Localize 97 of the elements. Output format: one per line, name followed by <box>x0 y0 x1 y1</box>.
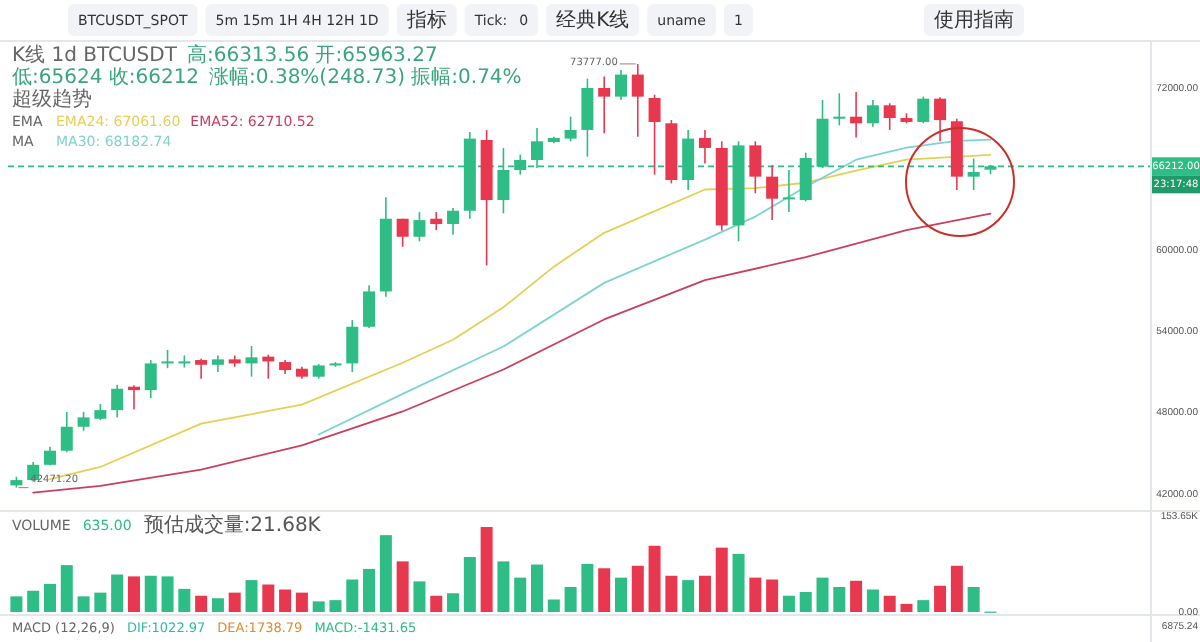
annotation: K线 1d BTCUSDT <box>12 43 179 68</box>
bar <box>346 579 359 612</box>
bar <box>144 575 157 612</box>
bar <box>43 583 56 612</box>
bar <box>10 596 23 612</box>
bar <box>262 584 275 612</box>
bar <box>698 575 711 612</box>
bar <box>497 561 510 612</box>
candlestick <box>934 96 947 143</box>
candlestick <box>564 115 577 143</box>
bar <box>665 575 678 612</box>
annotation: 涨幅:0.38%(248.73) 振幅:0.74% <box>209 65 522 90</box>
bar <box>614 577 627 612</box>
candlestick <box>917 95 930 125</box>
bar <box>430 595 443 612</box>
candlestick <box>430 211 443 231</box>
bar <box>363 568 376 612</box>
bar <box>329 600 342 612</box>
candlestick <box>866 99 879 128</box>
candlestick <box>631 63 644 138</box>
line-series <box>32 212 992 494</box>
candlestick <box>581 77 594 158</box>
bar <box>850 580 863 612</box>
bar <box>127 576 140 612</box>
annotation: 低:65624 收:66212 <box>12 67 200 90</box>
bar <box>111 574 124 612</box>
candlestick <box>766 164 779 221</box>
bar <box>279 589 292 612</box>
line-series <box>317 138 992 436</box>
candlestick <box>614 69 627 101</box>
candlestick <box>648 93 661 176</box>
bar <box>77 596 90 612</box>
bar <box>900 603 913 612</box>
candlestick <box>144 359 157 399</box>
bar <box>480 527 493 612</box>
candlestick <box>850 91 863 139</box>
candlestick <box>195 357 208 380</box>
text: 指标 <box>404 8 447 33</box>
bar <box>161 576 174 612</box>
bar <box>547 599 560 612</box>
bar <box>682 580 695 612</box>
bar <box>211 598 224 612</box>
candlestick <box>363 284 376 329</box>
candlestick <box>245 345 258 378</box>
bar <box>631 565 644 612</box>
bar <box>581 563 594 612</box>
bar <box>413 581 426 612</box>
bar <box>60 565 73 612</box>
candlestick <box>413 211 426 243</box>
bar <box>782 595 795 612</box>
candlestick <box>77 411 90 432</box>
annotation: 超级趋势 <box>12 87 92 112</box>
candlestick <box>833 92 846 127</box>
bar <box>732 553 745 612</box>
bar <box>749 577 762 612</box>
bar <box>598 568 611 612</box>
bar <box>715 547 728 612</box>
text: 使用指南 <box>934 8 1014 33</box>
annotation: 高:66313.56 开:65963.27 <box>186 43 438 68</box>
bar <box>531 564 544 612</box>
bar <box>379 535 392 612</box>
candlestick <box>161 349 174 369</box>
bar <box>917 600 930 612</box>
bar <box>564 587 577 612</box>
candlestick <box>60 411 73 453</box>
bar <box>228 592 241 612</box>
candlestick <box>598 75 611 135</box>
bar <box>195 595 208 612</box>
annotation: 预估成交量:21.68K <box>143 513 322 538</box>
candlestick <box>346 319 359 373</box>
bar <box>866 589 879 612</box>
candlestick <box>698 129 711 165</box>
bar <box>396 561 409 612</box>
bar <box>312 601 325 612</box>
candlestick <box>749 140 762 195</box>
bar <box>816 577 829 612</box>
bar <box>178 588 191 612</box>
text: 经典K线 <box>556 8 630 33</box>
bar <box>950 565 963 612</box>
bar <box>295 592 308 612</box>
bar <box>883 595 896 612</box>
bar <box>27 590 40 612</box>
bar <box>648 545 661 612</box>
bar <box>766 579 779 612</box>
candlestick <box>111 383 124 419</box>
bar <box>245 580 258 612</box>
bar <box>934 585 947 612</box>
candlestick <box>883 102 896 131</box>
bar <box>463 557 476 612</box>
bar <box>447 593 460 612</box>
bar <box>833 587 846 612</box>
bar <box>94 592 107 612</box>
bar <box>967 587 980 612</box>
bar <box>514 577 527 612</box>
bar <box>799 592 812 612</box>
candlestick <box>396 217 409 248</box>
candlestick <box>447 207 460 236</box>
